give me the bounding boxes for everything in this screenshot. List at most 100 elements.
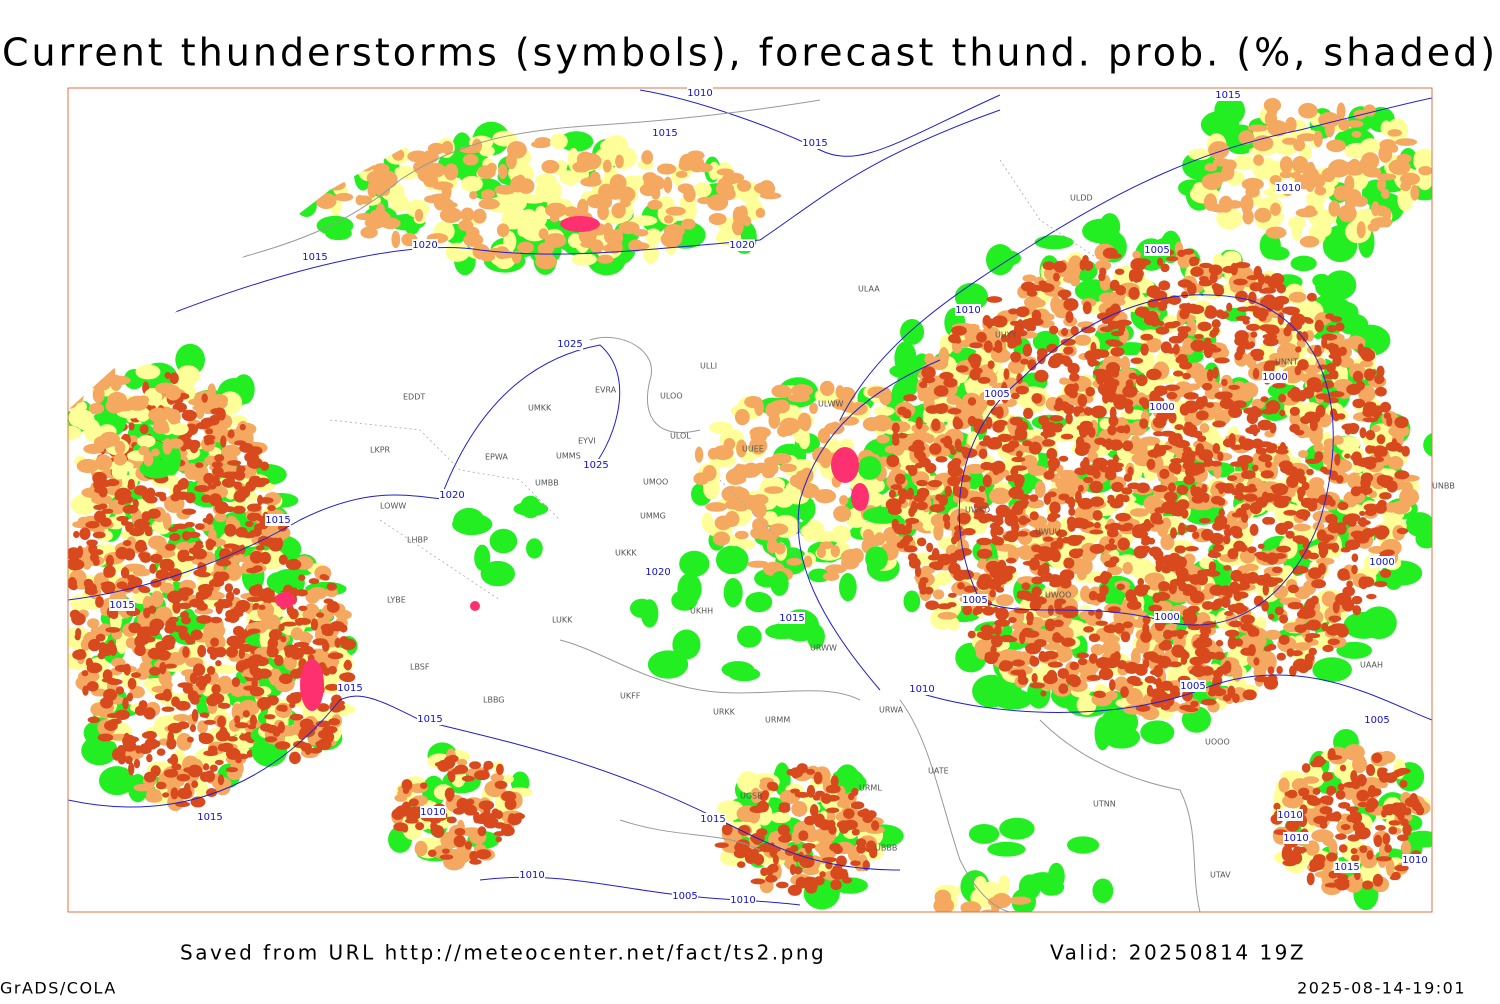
- shade-cell: [461, 775, 475, 782]
- shade-cell: [1371, 201, 1380, 217]
- shade-cell: [1120, 631, 1131, 643]
- shade-cell: [326, 582, 337, 591]
- shade-cell: [203, 763, 210, 771]
- shade-cell: [439, 854, 454, 860]
- shade-cell: [88, 402, 105, 415]
- shade-cell: [195, 540, 204, 547]
- shade-cell: [1047, 661, 1063, 668]
- shade-cell: [213, 664, 237, 674]
- shade-cell: [1212, 253, 1225, 267]
- shade-cell: [325, 179, 346, 191]
- shade-cell: [257, 588, 272, 602]
- shade-cell: [768, 412, 781, 429]
- title: Current thunderstorms (symbols), forecas…: [2, 31, 1498, 75]
- shade-cell: [1278, 395, 1285, 402]
- shade-cell: [1063, 298, 1079, 311]
- shade-cell: [1228, 384, 1240, 390]
- shade-cell: [1158, 280, 1171, 291]
- shade-cell: [1212, 544, 1225, 552]
- shade-cell: [1210, 495, 1223, 505]
- shade-cell: [1152, 416, 1167, 429]
- shade-cell: [800, 523, 824, 539]
- shade-cell: [176, 721, 190, 730]
- shade-cell: [1022, 440, 1033, 447]
- shade-cell: [1184, 421, 1193, 429]
- shade-cell: [98, 503, 108, 510]
- shade-cell: [1176, 629, 1184, 640]
- shade-cell: [76, 459, 99, 474]
- shade-cell: [72, 649, 87, 660]
- shade-cell: [1376, 434, 1386, 445]
- shade-cell: [1037, 569, 1046, 577]
- shade-cell: [249, 686, 265, 697]
- shade-cell: [167, 757, 178, 764]
- shade-cell: [1153, 485, 1168, 493]
- shade-cell: [738, 465, 761, 478]
- shade-cell: [1053, 403, 1064, 412]
- shade-cell: [296, 589, 308, 597]
- shade-cell: [466, 798, 475, 806]
- shade-cell: [1017, 528, 1033, 546]
- shade-cell: [1195, 443, 1205, 456]
- shade-cell: [459, 146, 481, 154]
- shade-cell: [589, 239, 604, 254]
- shade-cell: [878, 387, 892, 406]
- shade-cell: [925, 600, 940, 611]
- shade-cell: [343, 158, 368, 172]
- shade-cell: [128, 527, 145, 537]
- shade-cell: [1250, 405, 1260, 416]
- shade-cell: [1096, 372, 1105, 385]
- shade-cell: [1304, 653, 1315, 663]
- shade-cell: [1029, 682, 1046, 689]
- shade-cell: [1100, 571, 1113, 580]
- shade-cell: [1326, 625, 1341, 636]
- shade-cell: [165, 618, 177, 632]
- shade-cell: [538, 228, 549, 240]
- shade-cell: [1379, 475, 1394, 483]
- shade-cell: [236, 665, 244, 672]
- shade-cell: [1077, 497, 1094, 510]
- shade-cell: [164, 543, 176, 551]
- shade-cell: [862, 529, 875, 541]
- shade-cell: [264, 714, 276, 720]
- shade-cell: [1275, 522, 1289, 535]
- shade-cell: [1365, 429, 1376, 441]
- shade-cell: [460, 207, 475, 222]
- shade-cell: [1246, 275, 1260, 281]
- shade-cell: [1018, 515, 1028, 526]
- shade-cell: [255, 552, 263, 562]
- shade-cell: [128, 762, 135, 776]
- shade-cell: [1344, 539, 1361, 550]
- shade-cell: [1042, 536, 1054, 542]
- shade-cell: [1021, 582, 1031, 591]
- shade-cell: [1100, 388, 1109, 397]
- shade-cell: [1209, 460, 1222, 467]
- shade-cell: [994, 518, 1004, 526]
- shade-cell: [389, 193, 409, 213]
- shade-cell: [1387, 129, 1402, 137]
- shade-cell: [1274, 606, 1284, 616]
- shade-cell: [1299, 235, 1320, 248]
- shade-cell: [322, 575, 330, 581]
- shade-cell: [1360, 152, 1380, 170]
- shade-cell: [1203, 345, 1214, 359]
- shade-cell: [517, 241, 535, 254]
- shade-cell: [85, 520, 100, 529]
- shade-cell: [1319, 534, 1335, 541]
- shade-cell: [967, 397, 977, 406]
- shade-cell: [1026, 290, 1038, 297]
- shade-cell: [494, 184, 516, 195]
- shade-cell: [293, 641, 310, 648]
- shade-cell: [732, 206, 745, 225]
- shade-cell: [502, 823, 512, 830]
- shade-cell: [1215, 639, 1224, 647]
- shade-cell: [750, 494, 769, 506]
- shade-cell: [976, 631, 986, 638]
- shade-cell: [952, 416, 961, 430]
- shade-cell: [1335, 322, 1345, 332]
- shade-cell: [663, 215, 674, 224]
- shade-cell: [1009, 320, 1021, 326]
- shade-cell: [1108, 538, 1115, 545]
- shade-cell: [123, 548, 136, 561]
- shade-cell: [1139, 418, 1149, 429]
